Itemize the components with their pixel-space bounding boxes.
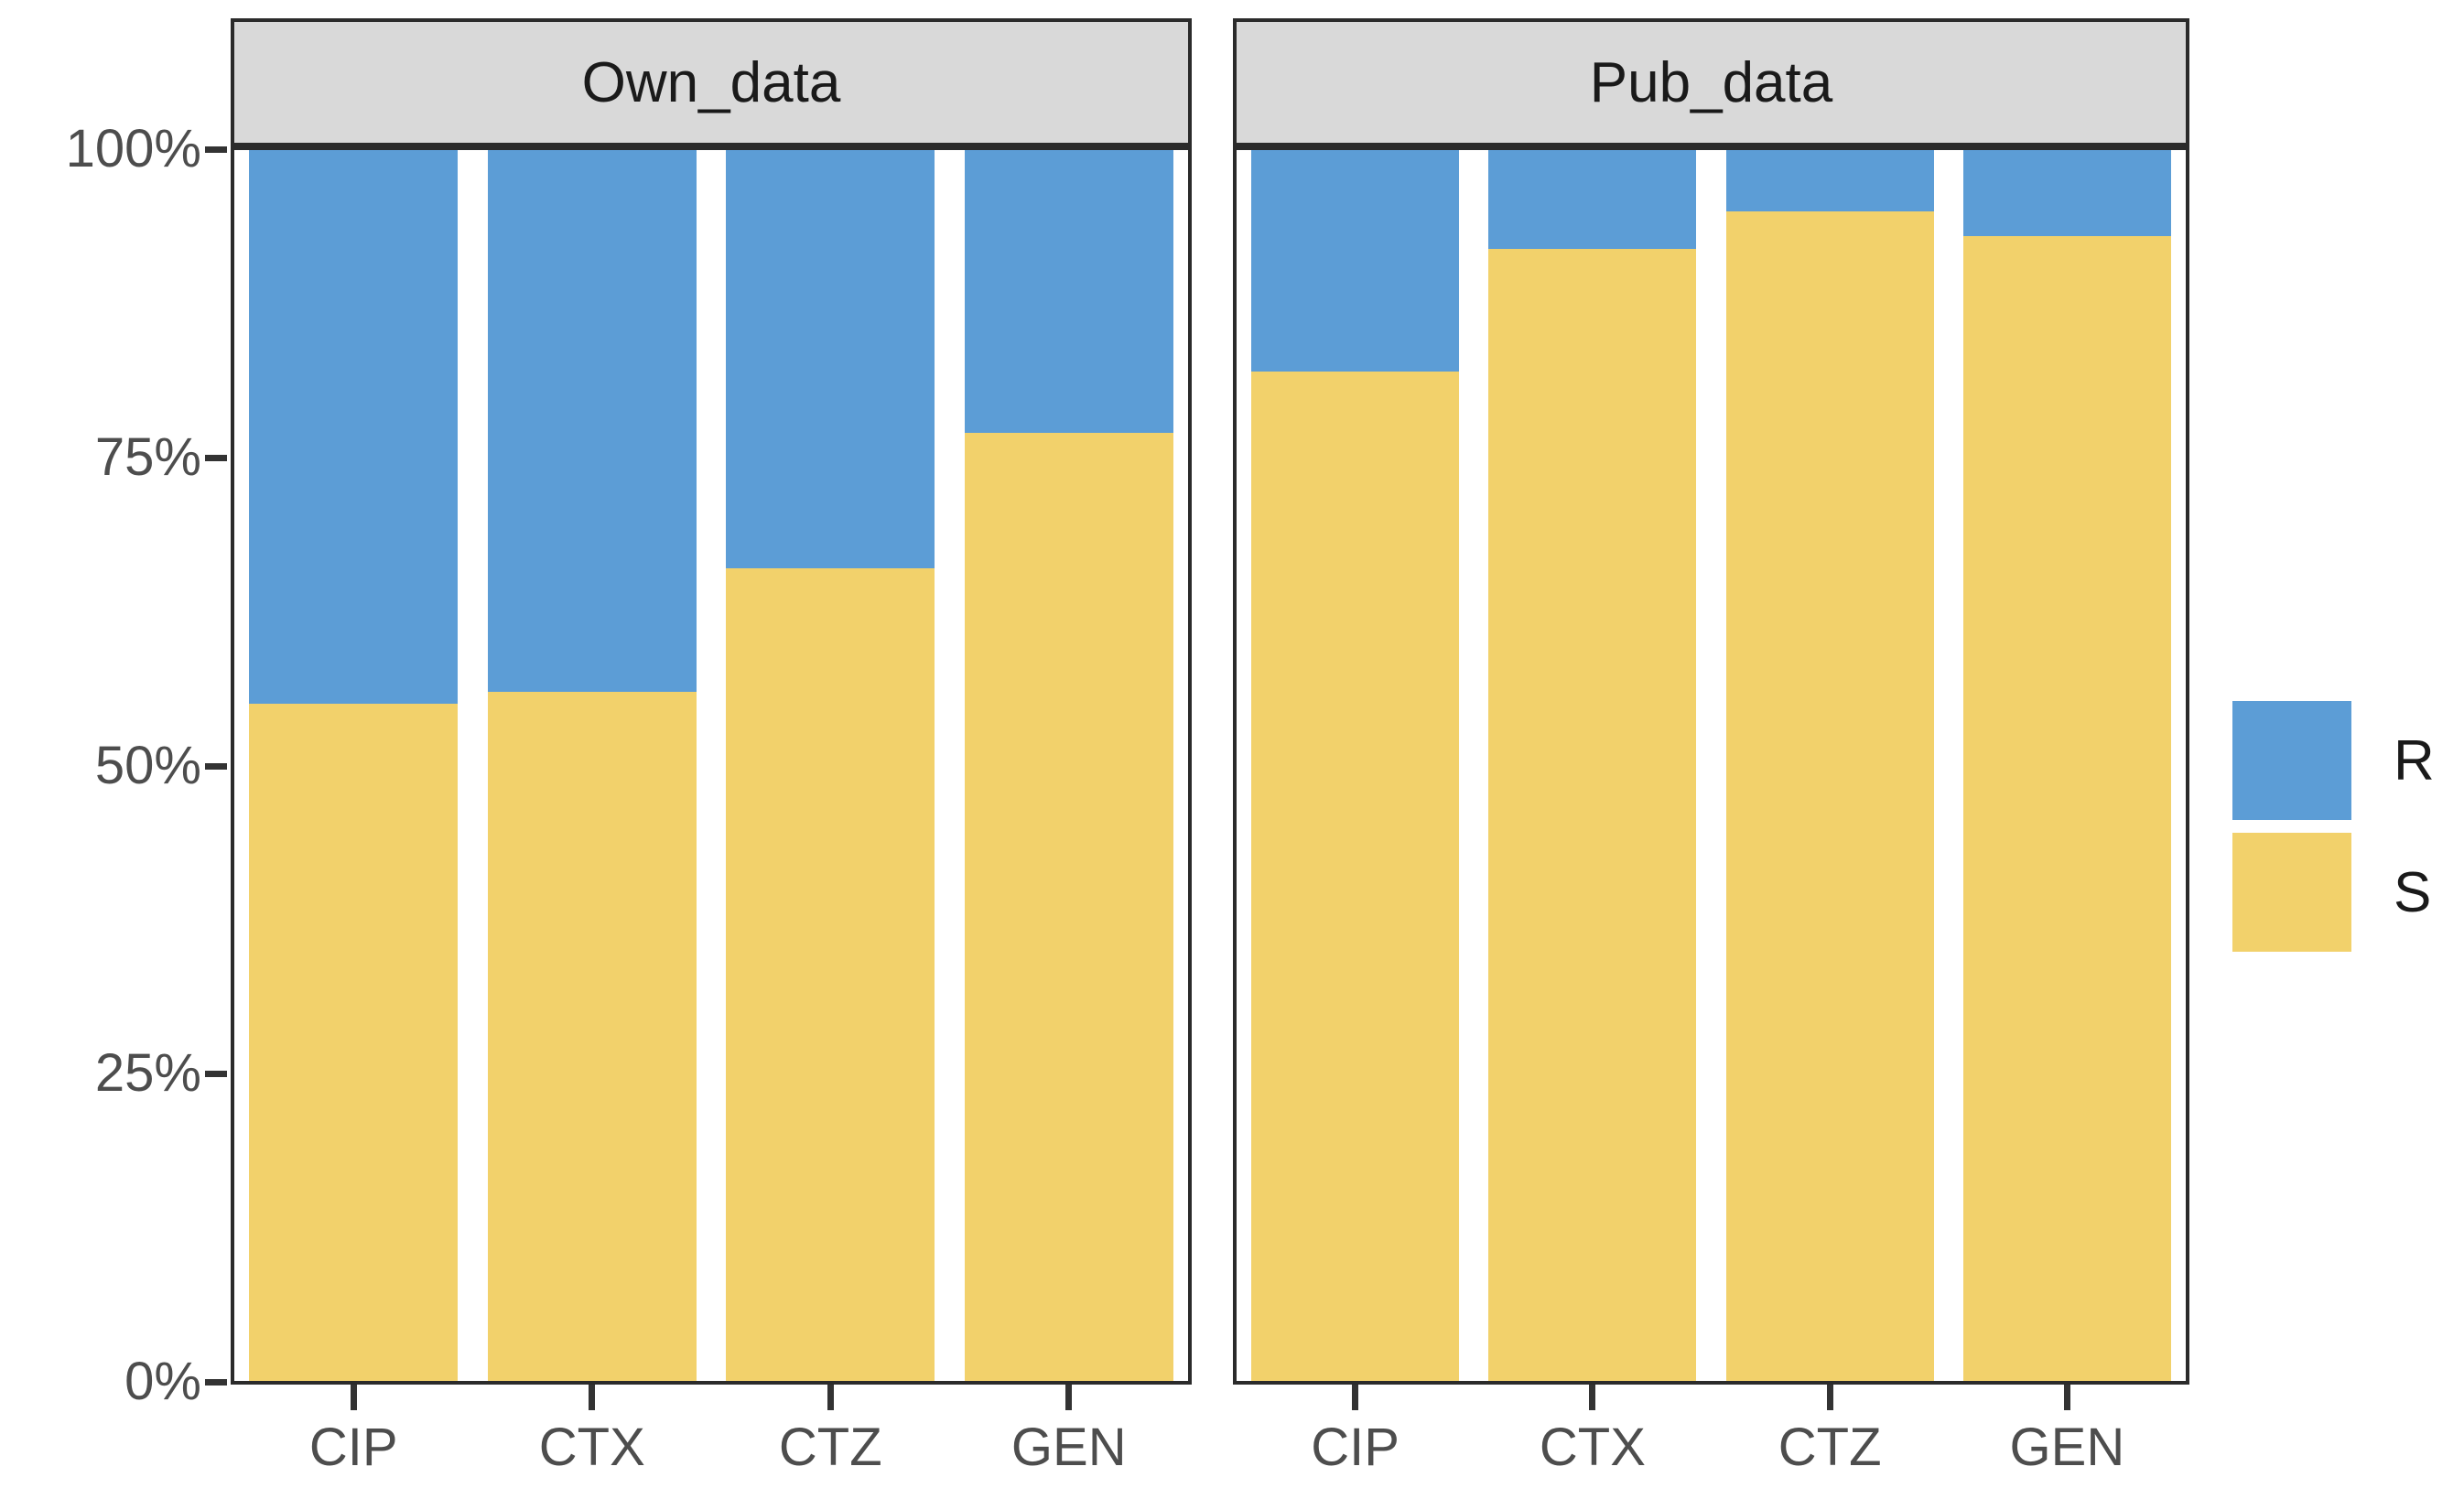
y-tick-mark-50 bbox=[205, 763, 227, 770]
facet-strip-own-data: Own_data bbox=[231, 18, 1192, 146]
bar-own_data-ctz bbox=[726, 150, 935, 1381]
y-tick-mark-0 bbox=[205, 1379, 227, 1386]
x-tick-label-ctx: CTX bbox=[1539, 1418, 1646, 1477]
bar-pub_data-gen bbox=[1962, 150, 2171, 1381]
y-tick-label-25: 25% bbox=[94, 1043, 201, 1103]
x-tick-label-gen: GEN bbox=[1010, 1418, 1127, 1477]
x-tick-mark-ctz bbox=[827, 1385, 834, 1410]
bar-segment-s bbox=[1962, 236, 2171, 1381]
x-tick-mark-cip bbox=[350, 1385, 357, 1410]
bar-own_data-gen bbox=[964, 150, 1173, 1381]
bar-segment-s bbox=[487, 691, 697, 1381]
y-tick-mark-75 bbox=[205, 455, 227, 461]
y-tick-label-75: 75% bbox=[94, 427, 201, 487]
legend-item-s: S bbox=[2232, 833, 2435, 952]
bar-own_data-ctx bbox=[487, 150, 697, 1381]
legend-swatch-r bbox=[2232, 701, 2351, 820]
bar-segment-s bbox=[1251, 372, 1460, 1381]
bar-segment-s bbox=[726, 568, 935, 1381]
x-tick-label-gen: GEN bbox=[2009, 1418, 2125, 1477]
x-tick-mark-ctx bbox=[589, 1385, 596, 1410]
bar-segment-r bbox=[487, 150, 697, 692]
facet-strip-pub-data: Pub_data bbox=[1233, 18, 2189, 146]
legend-item-r: R bbox=[2232, 701, 2435, 820]
bar-segment-r bbox=[1488, 150, 1697, 249]
facet-panel-pub-data bbox=[1233, 146, 2189, 1385]
facet-strip-pub-data-label: Pub_data bbox=[1589, 50, 1833, 114]
bar-segment-r bbox=[249, 150, 459, 705]
facet-panel-own-data bbox=[231, 146, 1192, 1385]
x-tick-mark-ctz bbox=[1826, 1385, 1833, 1410]
x-tick-label-ctz: CTZ bbox=[778, 1418, 882, 1477]
y-tick-mark-25 bbox=[205, 1071, 227, 1077]
legend-label-s: S bbox=[2394, 860, 2432, 924]
bar-segment-r bbox=[1251, 150, 1460, 372]
bar-segment-s bbox=[1725, 211, 1934, 1381]
x-tick-label-ctz: CTZ bbox=[1778, 1418, 1882, 1477]
x-tick-mark-gen bbox=[1065, 1385, 1073, 1410]
bar-pub_data-ctz bbox=[1725, 150, 1934, 1381]
legend-label-r: R bbox=[2394, 728, 2435, 793]
x-tick-label-ctx: CTX bbox=[538, 1418, 645, 1477]
legend: R S bbox=[2232, 701, 2435, 965]
bar-segment-r bbox=[1962, 150, 2171, 237]
bar-pub_data-cip bbox=[1251, 150, 1460, 1381]
y-tick-mark-100 bbox=[205, 146, 227, 153]
bar-own_data-cip bbox=[249, 150, 459, 1381]
bar-segment-r bbox=[1725, 150, 1934, 212]
bar-segment-s bbox=[1488, 248, 1697, 1381]
facet-strip-own-data-label: Own_data bbox=[581, 50, 841, 114]
x-tick-mark-cip bbox=[1352, 1385, 1359, 1410]
x-tick-label-cip: CIP bbox=[308, 1418, 398, 1477]
bar-segment-r bbox=[726, 150, 935, 569]
x-tick-label-cip: CIP bbox=[1311, 1418, 1400, 1477]
bar-segment-s bbox=[249, 704, 459, 1381]
x-tick-mark-gen bbox=[2063, 1385, 2070, 1410]
legend-swatch-s bbox=[2232, 833, 2351, 952]
y-tick-label-100: 100% bbox=[65, 119, 201, 178]
y-tick-label-50: 50% bbox=[94, 736, 201, 795]
bar-segment-s bbox=[964, 433, 1173, 1381]
bar-segment-r bbox=[964, 150, 1173, 434]
x-tick-mark-ctx bbox=[1589, 1385, 1596, 1410]
bar-pub_data-ctx bbox=[1488, 150, 1697, 1381]
y-tick-label-0: 0% bbox=[124, 1352, 201, 1411]
